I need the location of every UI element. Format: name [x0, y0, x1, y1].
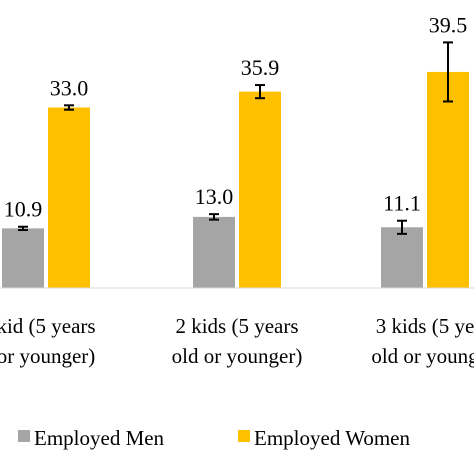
category-label-1-line-0: 2 kids (5 years: [175, 314, 298, 338]
data-label-s1-c1: 35.9: [241, 55, 280, 80]
data-label-s0-c2: 11.1: [383, 191, 421, 216]
data-label-s1-c0: 33.0: [50, 75, 89, 100]
legend-label-1: Employed Women: [254, 426, 410, 450]
bar-s0-c1: [193, 216, 235, 288]
error-bar-s0-c1: [209, 213, 219, 221]
legend: Employed Men Employed Women: [18, 426, 410, 450]
legend-swatch-0: [18, 430, 30, 442]
data-label-s0-c1: 13.0: [195, 184, 234, 209]
category-label-1-line-1: old or younger): [172, 344, 303, 368]
error-bar-s1-c0: [64, 104, 74, 111]
category-label-0-line-0: kid (5 years: [0, 314, 96, 338]
error-bar-s0-c2: [397, 219, 407, 235]
error-bar-s1-c2: [443, 41, 453, 103]
category-labels: kid (5 years or younger) 2 kids (5 years ol…: [0, 314, 474, 368]
legend-label-0: Employed Men: [34, 426, 165, 450]
bar-s1-c2: [427, 71, 469, 288]
bar-s1-c1: [239, 91, 281, 288]
error-bar-s1-c1: [255, 84, 265, 100]
category-label-0-line-1: or younger): [0, 344, 95, 368]
bar-s1-c0: [48, 107, 90, 289]
category-label-2-line-0: 3 kids (5 ye: [376, 314, 474, 338]
bars-layer: 10.9 13.0 11.1 33.0 35.9 39.5: [2, 12, 469, 289]
bar-s0-c2: [381, 227, 423, 288]
legend-swatch-1: [238, 430, 250, 442]
bar-s0-c0: [2, 228, 44, 288]
data-label-s0-c0: 10.9: [4, 197, 43, 222]
error-bar-s0-c0: [18, 225, 28, 232]
category-label-2-line-1: old or young: [371, 344, 474, 368]
data-label-s1-c2: 39.5: [429, 12, 468, 37]
